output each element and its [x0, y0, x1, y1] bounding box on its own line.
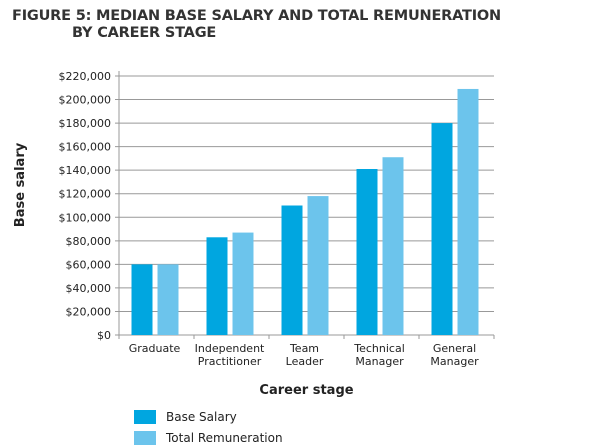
bar-base-salary [281, 205, 303, 335]
legend-item-base: Base Salary [134, 406, 283, 427]
chart-title: FIGURE 5: MEDIAN BASE SALARY AND TOTAL R… [12, 8, 501, 42]
x-tick-label: Manager [430, 355, 479, 368]
legend-item-total: Total Remuneration [134, 427, 283, 448]
y-tick-label: $220,000 [59, 70, 112, 83]
y-tick-label: $0 [97, 329, 111, 342]
y-tick-label: $160,000 [59, 141, 112, 154]
y-tick-label: $20,000 [66, 305, 112, 318]
y-tick-label: $140,000 [59, 164, 112, 177]
x-axis-label: Career stage [259, 383, 353, 398]
x-tick-label: General [433, 342, 476, 355]
y-tick-label: $100,000 [59, 211, 112, 224]
title-line-2: BY CAREER STAGE [72, 25, 217, 41]
legend-label: Base Salary [166, 409, 237, 424]
y-tick-label: $40,000 [66, 282, 112, 295]
bar-base-salary [431, 123, 453, 335]
bar-total-remuneration [157, 264, 179, 335]
bar-total-remuneration [307, 196, 329, 335]
y-tick-label: $80,000 [66, 235, 112, 248]
legend-swatch [134, 409, 156, 424]
x-tick-label: Practitioner [198, 355, 262, 368]
legend: Base Salary Total Remuneration [134, 406, 283, 448]
legend-label: Total Remuneration [166, 430, 283, 445]
y-tick-label: $60,000 [66, 258, 112, 271]
bar-base-salary [206, 237, 228, 335]
x-tick-label: Leader [286, 355, 324, 368]
bar-total-remuneration [382, 157, 404, 335]
bar-base-salary [131, 264, 153, 335]
bar-total-remuneration [457, 88, 479, 335]
bar-base-salary [356, 169, 378, 335]
y-tick-label: $200,000 [59, 94, 112, 107]
bar-total-remuneration [232, 232, 254, 335]
x-tick-label: Technical [353, 342, 405, 355]
x-tick-label: Manager [355, 355, 404, 368]
x-tick-label: Team [289, 342, 319, 355]
x-tick-label: Graduate [129, 342, 181, 355]
legend-swatch [134, 430, 156, 445]
y-tick-label: $180,000 [59, 117, 112, 130]
x-tick-label: Independent [195, 342, 265, 355]
y-tick-label: $120,000 [59, 188, 112, 201]
title-line-1: FIGURE 5: MEDIAN BASE SALARY AND TOTAL R… [12, 8, 501, 24]
y-axis-label: Base salary [13, 142, 28, 227]
